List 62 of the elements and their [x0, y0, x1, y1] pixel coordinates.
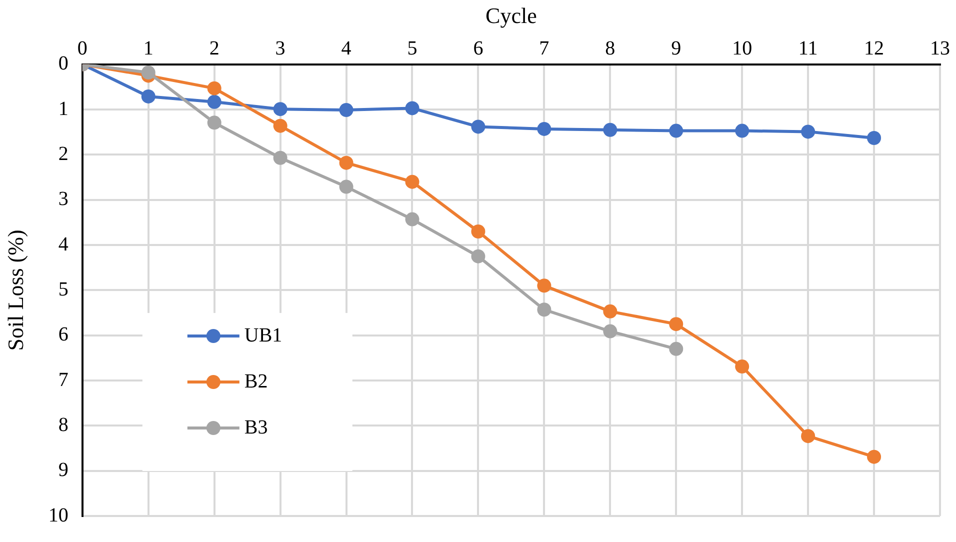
y-tick-label: 4: [58, 233, 68, 256]
y-tick-label: 6: [58, 324, 68, 346]
point: [537, 122, 552, 136]
point: [471, 120, 486, 134]
point: [735, 360, 750, 374]
y-axis-title: Soil Loss (%): [2, 230, 28, 351]
x-tick-label: 6: [473, 38, 484, 60]
point: [273, 102, 288, 116]
point: [735, 124, 750, 138]
point: [339, 156, 354, 170]
y-tick-label: 8: [58, 414, 68, 436]
point: [141, 66, 156, 80]
point: [405, 212, 420, 226]
point: [273, 150, 288, 165]
x-tick-label: 5: [407, 38, 418, 60]
y-tick-label: 2: [58, 142, 68, 165]
x-tick-label: 3: [275, 38, 286, 60]
point: [801, 429, 816, 444]
x-tick-label: 13: [930, 38, 950, 60]
point: [273, 118, 288, 133]
y-tick-label: 10: [48, 504, 68, 526]
point: [867, 131, 882, 146]
point: [537, 278, 552, 293]
y-tick-label: 3: [58, 188, 68, 210]
y-tick-label: 1: [58, 98, 68, 120]
point: [405, 101, 420, 116]
point: [405, 174, 420, 189]
x-tick-label: 4: [341, 38, 352, 60]
point: [207, 116, 222, 130]
x-tick-label: 12: [864, 38, 884, 60]
point: [537, 302, 552, 317]
point: [669, 317, 684, 332]
point: [603, 304, 618, 318]
point: [867, 450, 882, 464]
point: [207, 81, 222, 96]
x-tick-label: 9: [671, 38, 682, 60]
x-tick-label: 8: [605, 38, 616, 60]
y-tick-label: 7: [58, 368, 68, 391]
y-tick-label: 0: [58, 52, 68, 75]
legend-label: B2: [244, 370, 268, 392]
point: [669, 342, 684, 356]
x-tick-label: 1: [143, 38, 154, 60]
point: [471, 224, 486, 238]
point: [603, 122, 618, 137]
x-tick-label: 0: [77, 38, 88, 60]
point: [603, 324, 618, 338]
y-tick-label: 9: [58, 459, 68, 482]
point: [339, 103, 354, 118]
point: [669, 124, 684, 138]
x-tick-label: 2: [209, 38, 220, 60]
y-tick-label: 5: [58, 278, 68, 300]
legend-label: UB1: [244, 324, 282, 346]
x-axis-title: Cycle: [486, 2, 537, 28]
legend-label: B3: [244, 416, 268, 438]
point: [801, 124, 816, 139]
point: [207, 94, 222, 109]
point: [471, 249, 486, 264]
x-tick-label: 10: [732, 38, 752, 60]
x-tick-label: 7: [539, 38, 550, 60]
x-tick-label: 11: [798, 38, 818, 60]
point: [339, 180, 354, 194]
point: [141, 89, 156, 104]
